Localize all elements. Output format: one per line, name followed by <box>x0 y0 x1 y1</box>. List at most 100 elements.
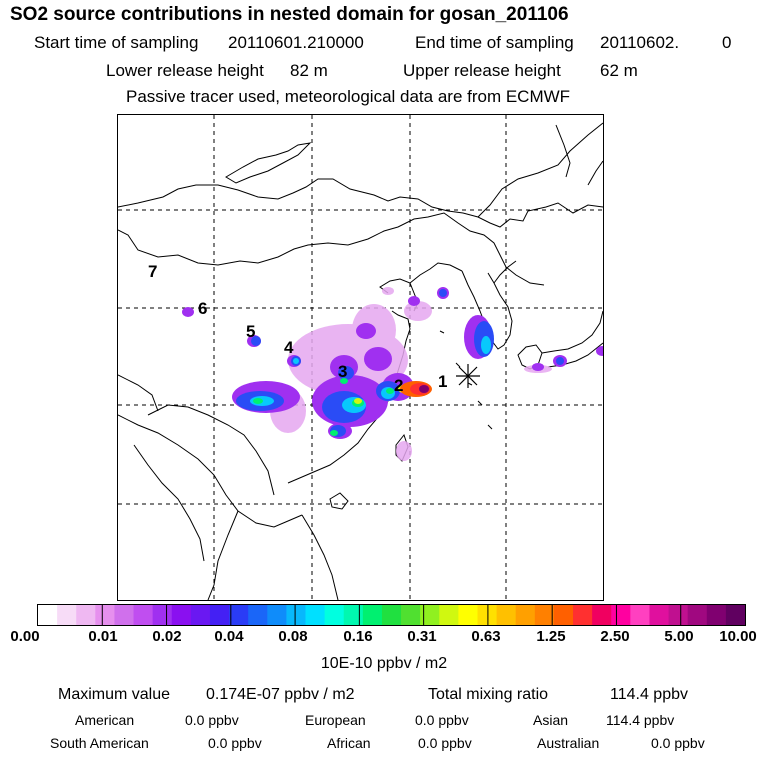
colorbar-swatch <box>592 605 612 625</box>
colorbar-swatch <box>209 605 230 625</box>
colorbar-swatch <box>324 605 345 625</box>
colorbar-tick: 0.08 <box>278 628 308 645</box>
colorbar-swatch <box>171 605 192 625</box>
hokkaido <box>587 160 603 186</box>
india-border <box>133 444 205 562</box>
plume-faint <box>404 301 432 321</box>
plume-purple <box>596 346 603 356</box>
inner-mongolia-border <box>118 212 545 286</box>
plume-purple <box>408 296 420 306</box>
japan-honshu <box>541 310 603 354</box>
colorbar-swatch <box>362 605 383 625</box>
european-value: 0.0 ppbv <box>415 712 469 728</box>
himalaya-west <box>118 374 159 412</box>
colorbar-tick: 0.00 <box>10 628 40 645</box>
colorbar-swatch <box>439 605 459 625</box>
colorbar-swatch <box>343 605 364 625</box>
colorbar-swatch <box>668 605 689 625</box>
south-american-label: South American <box>50 735 149 751</box>
total-mixing-value: 114.4 ppbv <box>610 686 688 703</box>
plume-green <box>253 398 263 404</box>
lower-release-value: 82 m <box>290 61 328 80</box>
colorbar-swatch <box>687 605 708 625</box>
marker-4: 4 <box>284 338 294 357</box>
southwest-border <box>118 414 303 528</box>
colorbar-swatch <box>57 605 77 625</box>
colorbar-tick: 0.01 <box>88 628 118 645</box>
south-american-value: 0.0 ppbv <box>208 735 262 751</box>
australian-value: 0.0 ppbv <box>651 735 705 751</box>
plume-purple <box>182 307 194 317</box>
end-time-value: 20110602. <box>600 33 680 52</box>
plume-green <box>340 378 348 384</box>
map-panel: 1 2 3 4 5 6 7 <box>117 114 604 601</box>
plume-purple <box>532 363 544 371</box>
sakhalin <box>555 124 571 178</box>
plume-hotspot <box>400 381 432 397</box>
colorbar-swatch <box>649 605 670 625</box>
plume-cyan <box>481 336 491 354</box>
colorbar-tick: 0.31 <box>407 628 437 645</box>
upper-release-label: Upper release height <box>403 61 561 80</box>
plume-green <box>386 388 394 394</box>
colorbar-tick: 5.00 <box>664 628 694 645</box>
colorbar-swatch <box>114 605 135 625</box>
asian-label: Asian <box>533 712 569 728</box>
plume-faint <box>382 287 394 295</box>
japan-kyushu <box>517 344 543 370</box>
colorbar-swatch <box>515 605 536 625</box>
colorbar-swatch <box>190 605 211 625</box>
colorbar-tick: 0.16 <box>343 628 373 645</box>
baikal-lake <box>225 142 312 184</box>
start-time-value: 20110601.210000 <box>228 33 364 52</box>
colorbar-swatch <box>630 605 651 625</box>
korea-east <box>493 260 517 284</box>
plume-cyan <box>293 358 299 364</box>
colorbar-swatch <box>286 605 307 625</box>
plume-blue <box>439 289 447 297</box>
end-time-label: End time of sampling <box>415 33 574 52</box>
mongolia-border <box>118 178 603 228</box>
colorbar-swatch <box>573 605 593 625</box>
australian-label: Australian <box>537 735 600 751</box>
plume-purple <box>356 323 376 339</box>
colorbar-swatch <box>38 605 58 625</box>
russia-border <box>477 122 603 218</box>
concentration-plume <box>182 287 603 461</box>
plume-blue <box>338 366 354 380</box>
yellow-sea-islands <box>439 330 493 430</box>
receptor-star-icon <box>456 364 480 388</box>
colorbar-swatch <box>76 605 96 625</box>
colorbar-tick: 0.02 <box>152 628 182 645</box>
colorbar-swatch <box>553 605 574 625</box>
colorbar-swatch <box>420 605 440 625</box>
total-mixing-label: Total mixing ratio <box>428 686 549 703</box>
colorbar-swatch <box>95 605 116 625</box>
colorbar-swatch <box>229 605 249 625</box>
plume-blue <box>556 357 564 365</box>
indochina <box>207 510 239 600</box>
colorbar <box>37 604 746 626</box>
tracer-note: Passive tracer used, meteorological data… <box>126 87 571 106</box>
plume-yellow <box>354 398 362 404</box>
plot-title: SO2 source contributions in nested domai… <box>10 4 569 25</box>
colorbar-tick: 10.00 <box>719 628 757 645</box>
colorbar-swatch <box>458 605 479 625</box>
plume-blue <box>251 336 261 346</box>
colorbar-tick: 0.04 <box>214 628 244 645</box>
plume-faint <box>396 441 412 461</box>
end-time-suffix: 0 <box>722 33 732 52</box>
max-value: 0.174E-07 ppbv / m2 <box>206 686 355 703</box>
marker-2: 2 <box>394 376 403 395</box>
upper-release-value: 62 m <box>600 61 638 80</box>
hainan <box>329 492 349 510</box>
colorbar-swatch <box>152 605 173 625</box>
colorbar-swatch <box>534 605 555 625</box>
colorbar-canvas <box>38 605 745 625</box>
colorbar-swatch <box>401 605 421 625</box>
max-value-label: Maximum value <box>58 686 171 703</box>
liaodong <box>409 262 463 284</box>
colorbar-swatch <box>305 605 326 625</box>
colorbar-swatch <box>706 605 727 625</box>
map-canvas: 1 2 3 4 5 6 7 <box>118 115 603 600</box>
